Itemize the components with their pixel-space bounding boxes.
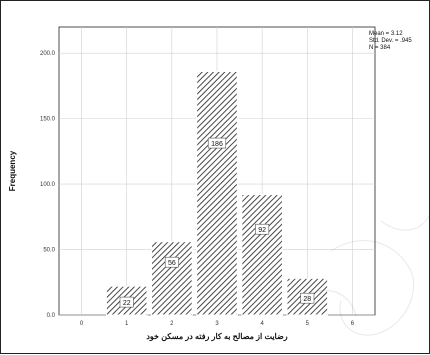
y-tick-label: 200.0 xyxy=(40,51,56,57)
data-label: 22 xyxy=(123,300,131,307)
stats-n: N = 384 xyxy=(369,45,391,51)
data-labels: 22 56 186 92 28 xyxy=(119,137,315,308)
x-axis-title: رضایت از مصالح به کار رفته در مسکن خود xyxy=(146,332,287,342)
x-tick-label: 1 xyxy=(125,321,129,327)
data-label: 92 xyxy=(258,227,266,234)
y-tick-label: 0.0 xyxy=(47,313,56,319)
data-label-box xyxy=(164,256,179,268)
data-label: 56 xyxy=(168,260,176,267)
data-label: 28 xyxy=(303,296,311,303)
y-tick-label: 100.0 xyxy=(40,182,56,188)
x-tick-label: 4 xyxy=(260,321,264,327)
x-tick-label: 0 xyxy=(80,321,84,327)
stats-mean: Mean = 3.12 xyxy=(369,31,403,37)
x-tick-label: 5 xyxy=(306,321,310,327)
y-tick-label: 50.0 xyxy=(43,248,55,254)
x-tick-label: 2 xyxy=(170,321,174,327)
x-tick-label: 6 xyxy=(351,321,355,327)
data-label-box xyxy=(207,137,227,149)
y-axis-title: Frequency xyxy=(8,150,17,191)
data-label-box xyxy=(255,223,270,235)
histogram-bar xyxy=(241,194,283,316)
y-tick-labels: 0.0 50.0 100.0 150.0 200.0 xyxy=(40,51,56,319)
y-tick-label: 150.0 xyxy=(40,117,56,123)
bars xyxy=(105,71,329,316)
data-label-box xyxy=(300,292,315,304)
histogram-bar xyxy=(196,71,238,316)
x-tick-label: 3 xyxy=(215,321,219,327)
x-tick-labels: 0 1 2 3 4 5 6 xyxy=(80,321,355,327)
watermark xyxy=(300,215,430,336)
data-label-box xyxy=(119,296,134,308)
data-label: 186 xyxy=(211,141,223,148)
histogram-bar xyxy=(151,241,193,316)
stats-std-dev: Std. Dev. = .945 xyxy=(369,38,412,44)
